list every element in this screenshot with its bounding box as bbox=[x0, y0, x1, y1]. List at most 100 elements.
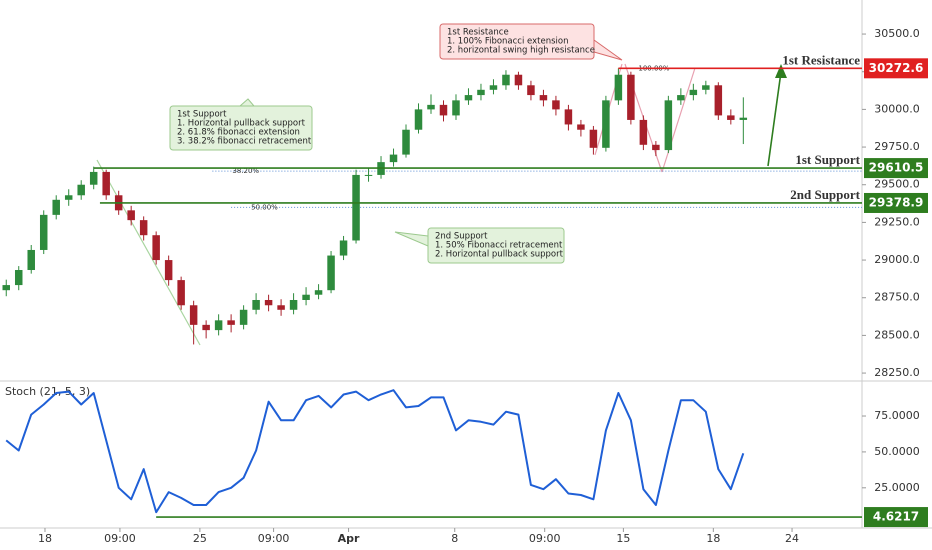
note-box bbox=[439, 23, 595, 60]
candle-body bbox=[239, 309, 248, 325]
candle-body bbox=[527, 85, 535, 96]
candle-body bbox=[664, 100, 673, 151]
candle-body bbox=[427, 104, 435, 110]
candle-body bbox=[202, 324, 210, 331]
x-tick-label: Apr bbox=[338, 532, 360, 545]
note-box bbox=[169, 105, 313, 151]
candle-body bbox=[477, 89, 485, 96]
level-value: 29610.5 bbox=[869, 161, 924, 175]
candle-body bbox=[539, 95, 548, 101]
candle-body bbox=[277, 305, 285, 310]
x-tick-label: 24 bbox=[785, 532, 799, 545]
candle-body bbox=[739, 117, 748, 120]
candle-body bbox=[502, 74, 510, 86]
candle-body bbox=[552, 100, 560, 110]
level-name: 1st Resistance bbox=[782, 52, 860, 67]
x-tick-label: 09:00 bbox=[258, 532, 290, 545]
candle-body bbox=[439, 104, 448, 116]
note-pointer bbox=[394, 231, 429, 247]
y-tick-label: 29750.0 bbox=[874, 140, 920, 153]
indicator-title: Stoch (21, 5, 3) bbox=[5, 385, 90, 398]
candle-body bbox=[177, 280, 185, 306]
candle-body bbox=[352, 174, 360, 241]
y-tick-label: 30000.0 bbox=[874, 102, 920, 115]
candle-body bbox=[39, 214, 48, 250]
candle-body bbox=[102, 171, 110, 196]
note-line: 2. horizontal swing high resistance bbox=[447, 46, 595, 56]
candle-body bbox=[652, 144, 660, 151]
candle-body bbox=[14, 270, 23, 286]
candle-body bbox=[689, 89, 698, 96]
level-name: 1st Support bbox=[795, 152, 860, 167]
y-tick-label: 29000.0 bbox=[874, 253, 920, 266]
candle-body bbox=[164, 260, 173, 281]
candle-body bbox=[302, 294, 310, 300]
candle-body bbox=[389, 154, 398, 163]
x-tick-label: 25 bbox=[193, 532, 207, 545]
note-box bbox=[427, 227, 565, 264]
note-line: 2. Horizontal pullback support bbox=[435, 250, 564, 260]
y-tick-label: 28750.0 bbox=[874, 291, 920, 304]
x-tick-label: 15 bbox=[616, 532, 630, 545]
y-tick-label: 75.0000 bbox=[874, 409, 920, 422]
candle-body bbox=[677, 95, 685, 101]
arrow-head bbox=[775, 64, 787, 78]
candle-body bbox=[714, 85, 723, 116]
candle-body bbox=[327, 255, 335, 291]
candle-body bbox=[264, 299, 273, 306]
y-tick-label: 29500.0 bbox=[874, 178, 920, 191]
x-tick-label: 18 bbox=[706, 532, 720, 545]
candle-body bbox=[314, 290, 323, 295]
note-line: 3. 38.2% fibonacci retracement bbox=[177, 137, 312, 147]
candle-body bbox=[89, 171, 98, 185]
candle-body bbox=[214, 320, 223, 331]
x-tick-label: 09:00 bbox=[104, 532, 136, 545]
candle-body bbox=[64, 195, 73, 200]
candle-body bbox=[402, 129, 410, 155]
candle-body bbox=[227, 320, 235, 325]
level-value: 4.6217 bbox=[873, 510, 919, 524]
candle-body bbox=[77, 184, 85, 196]
note-pointer bbox=[593, 39, 623, 61]
note-line: 2nd Support bbox=[435, 232, 488, 242]
y-tick-label: 25.0000 bbox=[874, 481, 920, 494]
candle-body bbox=[289, 299, 298, 310]
level-value: 29378.9 bbox=[869, 195, 924, 209]
note-pointer bbox=[238, 98, 256, 107]
candle-body bbox=[27, 249, 35, 271]
candle-body bbox=[602, 100, 610, 148]
note-line: 1st Support bbox=[177, 110, 227, 120]
level-box bbox=[864, 58, 928, 79]
x-tick-label: 09:00 bbox=[529, 532, 561, 545]
candle-body bbox=[152, 235, 160, 261]
candle-body bbox=[339, 240, 348, 256]
level-box bbox=[864, 507, 928, 528]
y-tick-label: 28500.0 bbox=[874, 328, 920, 341]
candle-body bbox=[189, 305, 198, 325]
y-tick-label: 29250.0 bbox=[874, 215, 920, 228]
candle-body bbox=[577, 124, 585, 130]
candle-body bbox=[627, 74, 635, 120]
level-value: 30272.6 bbox=[869, 61, 924, 75]
candle-body bbox=[364, 174, 373, 176]
fib-leg bbox=[96, 159, 201, 346]
fib-leg bbox=[661, 67, 696, 173]
note-line: 1. 50% Fibonacci retracement bbox=[435, 241, 563, 251]
candle-body bbox=[464, 95, 473, 101]
candle-body bbox=[727, 115, 735, 120]
candle-body bbox=[252, 299, 260, 310]
note-line: 1st Resistance bbox=[447, 28, 509, 38]
candle-body bbox=[564, 109, 573, 125]
candle-body bbox=[452, 100, 460, 116]
candle-body bbox=[127, 210, 135, 221]
note-line: 2. 61.8% fibonacci extension bbox=[177, 128, 300, 138]
fib-label: 50.00% bbox=[251, 203, 278, 211]
stoch-line bbox=[5, 389, 745, 514]
arrow bbox=[767, 71, 782, 167]
y-tick-label: 50.0000 bbox=[874, 445, 920, 458]
x-tick-label: 18 bbox=[38, 532, 52, 545]
candle-body bbox=[514, 74, 523, 86]
candle-body bbox=[639, 119, 648, 145]
note-line: 1. Horizontal pullback support bbox=[177, 119, 306, 129]
